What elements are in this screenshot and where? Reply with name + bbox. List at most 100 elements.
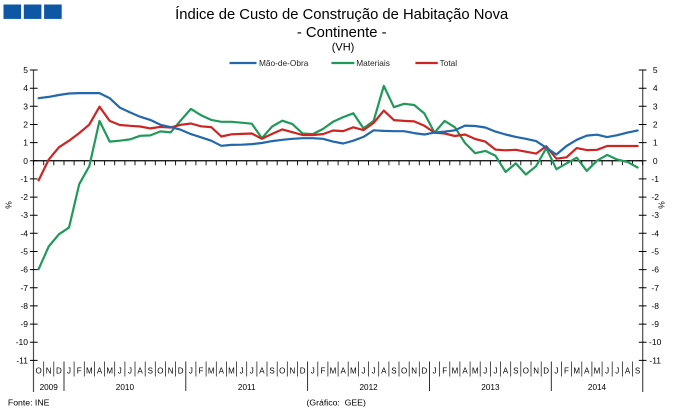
- svg-text:D: D: [543, 367, 549, 376]
- svg-text:A: A: [137, 367, 143, 376]
- svg-text:(VH): (VH): [332, 42, 355, 54]
- svg-text:O: O: [35, 367, 41, 376]
- svg-text:O: O: [279, 367, 285, 376]
- svg-text:-7: -7: [651, 283, 659, 293]
- svg-text:0: 0: [23, 156, 28, 166]
- svg-text:2013: 2013: [481, 383, 500, 392]
- svg-text:A: A: [584, 367, 590, 376]
- svg-text:-5: -5: [20, 247, 28, 257]
- svg-text:F: F: [320, 367, 325, 376]
- svg-text:5: 5: [653, 65, 658, 75]
- svg-text:N: N: [46, 367, 52, 376]
- svg-text:5: 5: [23, 65, 28, 75]
- svg-text:F: F: [564, 367, 569, 376]
- svg-text:A: A: [219, 367, 225, 376]
- svg-text:-2: -2: [651, 192, 659, 202]
- svg-text:J: J: [615, 367, 619, 376]
- svg-text:M: M: [208, 367, 215, 376]
- svg-text:J: J: [483, 367, 487, 376]
- svg-text:A: A: [462, 367, 468, 376]
- svg-text:Mão-de-Obra: Mão-de-Obra: [259, 58, 309, 68]
- svg-text:M: M: [573, 367, 580, 376]
- svg-text:-8: -8: [651, 301, 659, 311]
- svg-text:N: N: [290, 367, 296, 376]
- svg-text:J: J: [250, 367, 254, 376]
- svg-text:3: 3: [23, 101, 28, 111]
- svg-text:D: D: [56, 367, 62, 376]
- svg-text:A: A: [259, 367, 265, 376]
- svg-text:(Gráfico: GEE): (Gráfico: GEE): [307, 398, 366, 408]
- svg-text:M: M: [106, 367, 113, 376]
- svg-text:J: J: [605, 367, 609, 376]
- svg-text:4: 4: [23, 83, 28, 93]
- svg-text:-7: -7: [20, 283, 28, 293]
- svg-text:O: O: [157, 367, 163, 376]
- svg-text:A: A: [97, 367, 103, 376]
- svg-text:J: J: [240, 367, 244, 376]
- svg-text:D: D: [178, 367, 184, 376]
- svg-text:F: F: [199, 367, 204, 376]
- svg-text:Fonte: INE: Fonte: INE: [8, 398, 50, 408]
- svg-text:J: J: [494, 367, 498, 376]
- svg-text:D: D: [422, 367, 428, 376]
- svg-text:J: J: [433, 367, 437, 376]
- svg-text:N: N: [168, 367, 174, 376]
- svg-text:1: 1: [653, 138, 658, 148]
- svg-text:J: J: [189, 367, 193, 376]
- svg-text:2009: 2009: [40, 383, 59, 392]
- svg-text:-1: -1: [651, 174, 659, 184]
- svg-text:2: 2: [23, 120, 28, 130]
- svg-text:1: 1: [23, 138, 28, 148]
- svg-text:-8: -8: [20, 301, 28, 311]
- svg-text:-11: -11: [649, 355, 661, 365]
- svg-text:A: A: [381, 367, 387, 376]
- svg-text:O: O: [523, 367, 529, 376]
- svg-text:J: J: [128, 367, 132, 376]
- svg-text:-4: -4: [20, 228, 28, 238]
- svg-text:M: M: [228, 367, 235, 376]
- svg-text:-4: -4: [651, 228, 659, 238]
- svg-text:M: M: [330, 367, 337, 376]
- svg-text:2011: 2011: [238, 383, 256, 392]
- svg-text:4: 4: [653, 83, 658, 93]
- svg-text:-2: -2: [20, 192, 28, 202]
- svg-text:Índice de Custo de Construção: Índice de Custo de Construção de Habitaç…: [175, 6, 509, 23]
- svg-text:N: N: [533, 367, 539, 376]
- svg-text:Materiais: Materiais: [356, 58, 390, 68]
- svg-text:2010: 2010: [116, 383, 135, 392]
- svg-text:J: J: [67, 367, 71, 376]
- svg-text:-9: -9: [651, 319, 659, 329]
- svg-text:F: F: [442, 367, 447, 376]
- svg-text:2: 2: [653, 120, 658, 130]
- svg-text:- Continente -: - Continente -: [297, 25, 387, 41]
- svg-text:F: F: [77, 367, 82, 376]
- svg-text:J: J: [362, 367, 366, 376]
- svg-text:N: N: [411, 367, 417, 376]
- svg-text:-6: -6: [651, 265, 659, 275]
- svg-text:3: 3: [653, 101, 658, 111]
- svg-text:-3: -3: [20, 210, 28, 220]
- svg-text:M: M: [350, 367, 357, 376]
- svg-text:%: %: [4, 201, 14, 209]
- svg-text:J: J: [372, 367, 376, 376]
- svg-text:0: 0: [653, 156, 658, 166]
- svg-text:M: M: [452, 367, 459, 376]
- svg-text:M: M: [472, 367, 479, 376]
- svg-text:-9: -9: [20, 319, 28, 329]
- svg-text:A: A: [625, 367, 631, 376]
- svg-text:-6: -6: [20, 265, 28, 275]
- svg-text:Total: Total: [440, 58, 458, 68]
- svg-text:-11: -11: [16, 355, 28, 365]
- svg-text:-10: -10: [16, 337, 29, 347]
- svg-text:S: S: [391, 367, 396, 376]
- svg-text:-10: -10: [649, 337, 662, 347]
- svg-text:D: D: [300, 367, 306, 376]
- svg-text:A: A: [341, 367, 347, 376]
- svg-text:J: J: [311, 367, 315, 376]
- svg-text:-5: -5: [651, 247, 659, 257]
- svg-text:S: S: [513, 367, 518, 376]
- svg-text:M: M: [594, 367, 601, 376]
- svg-text:%: %: [657, 201, 667, 209]
- svg-text:2014: 2014: [588, 383, 607, 392]
- svg-text:S: S: [148, 367, 153, 376]
